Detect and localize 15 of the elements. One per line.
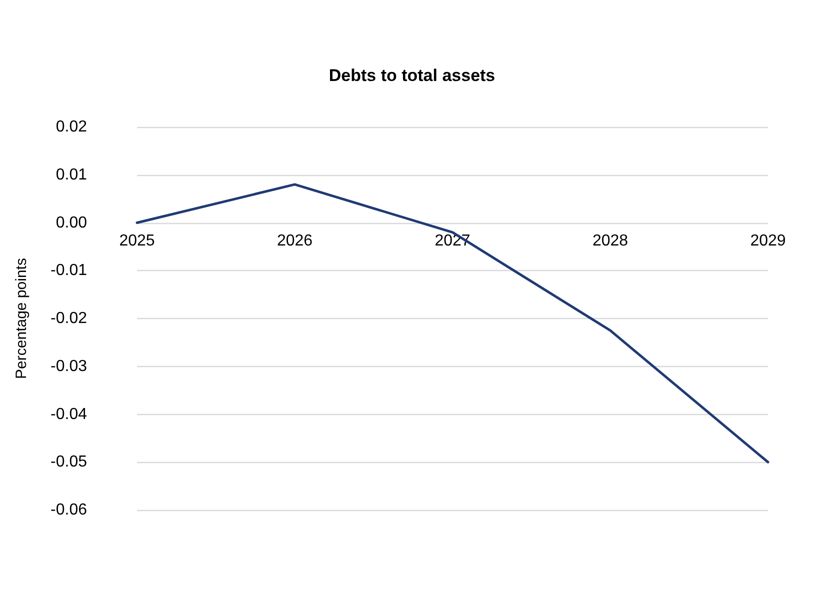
y-tick-label: 0.02 [56, 118, 88, 136]
y-tick-label: -0.06 [50, 502, 88, 518]
y-tick-label: -0.05 [50, 454, 88, 471]
y-tick-label: -0.03 [50, 358, 88, 375]
y-axis-title: Percentage points [13, 258, 30, 379]
y-tick-label: 0.00 [56, 214, 88, 232]
chart-title: Debts to total assets [328, 66, 496, 85]
x-tick-label: 2028 [592, 232, 628, 250]
y-tick-label: -0.02 [50, 310, 88, 327]
x-tick-label: 2029 [750, 232, 786, 250]
y-tick-label: -0.04 [50, 406, 88, 423]
y-tick-label: 0.01 [56, 166, 88, 184]
x-tick-label: 2025 [119, 232, 155, 250]
y-tick-label: -0.01 [50, 262, 88, 280]
x-tick-label: 2026 [276, 232, 313, 250]
